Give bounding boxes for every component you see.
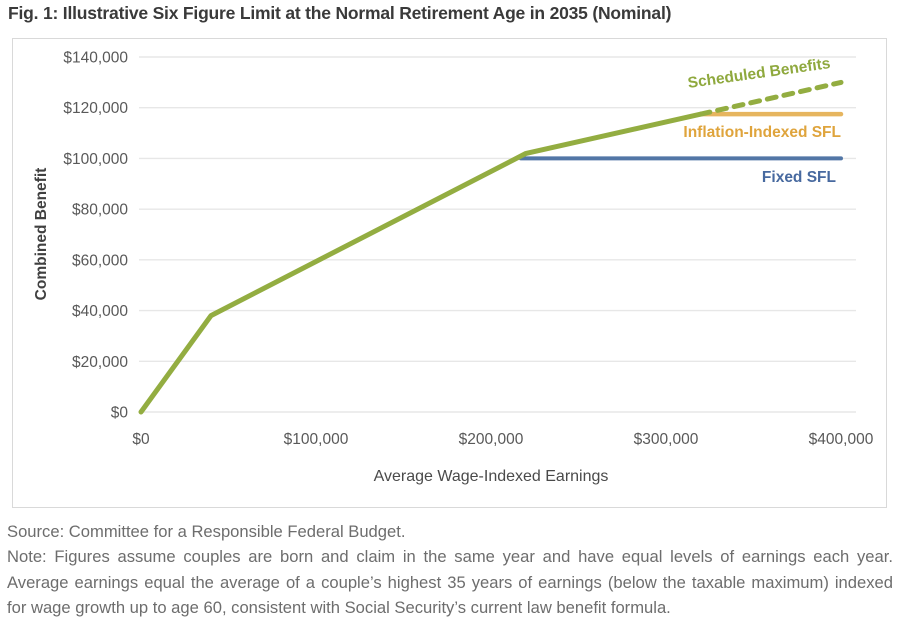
y-tick-label: $120,000 xyxy=(63,100,128,117)
x-tick-label: $200,000 xyxy=(459,431,524,448)
footer-notes: Source: Committee for a Responsible Fede… xyxy=(7,519,893,621)
gridlines xyxy=(139,56,856,413)
figure-title: Fig. 1: Illustrative Six Figure Limit at… xyxy=(8,3,672,23)
y-tick-label: $40,000 xyxy=(72,303,128,320)
series-label-fixed-sfl: Fixed SFL xyxy=(762,169,836,186)
x-axis-tick-labels: $0 $100,000 $200,000 $300,000 $400,000 xyxy=(132,431,873,448)
y-tick-label: $0 xyxy=(111,405,129,422)
series-label-inflation-indexed-sfl: Inflation-Indexed SFL xyxy=(683,124,841,141)
series-lines xyxy=(138,79,844,415)
note-line-2: Average earnings equal the average of a … xyxy=(7,572,893,592)
x-axis-title: Average Wage-Indexed Earnings xyxy=(374,468,609,485)
note-line-1: Note: Figures assume couples are born an… xyxy=(7,547,893,567)
note-line-3: for wage growth up to age 60, consistent… xyxy=(7,598,671,618)
y-tick-label: $20,000 xyxy=(72,354,128,371)
y-axis-tick-labels: $0 $20,000 $40,000 $60,000 $80,000 $100,000 $1… xyxy=(63,50,128,422)
chart-area: $0 $20,000 $40,000 $60,000 $80,000 $100,000 $1… xyxy=(12,38,887,508)
y-tick-label: $100,000 xyxy=(63,151,128,168)
y-axis-title: Combined Benefit xyxy=(33,168,50,301)
x-tick-label: $400,000 xyxy=(809,431,874,448)
series-label-scheduled-benefits: Scheduled Benefits xyxy=(687,55,832,92)
y-tick-label: $140,000 xyxy=(63,50,128,67)
y-tick-label: $80,000 xyxy=(72,202,128,219)
line-scheduled-benefits-dashed xyxy=(698,79,844,117)
y-tick-label: $60,000 xyxy=(72,252,128,269)
line-scheduled-benefits-solid xyxy=(138,111,704,415)
x-tick-label: $300,000 xyxy=(634,431,699,448)
x-tick-label: $0 xyxy=(132,431,150,448)
chart-plot: $0 $20,000 $40,000 $60,000 $80,000 $100,000 $1… xyxy=(33,50,874,486)
x-tick-label: $100,000 xyxy=(284,431,349,448)
source-line: Source: Committee for a Responsible Fede… xyxy=(7,522,406,541)
